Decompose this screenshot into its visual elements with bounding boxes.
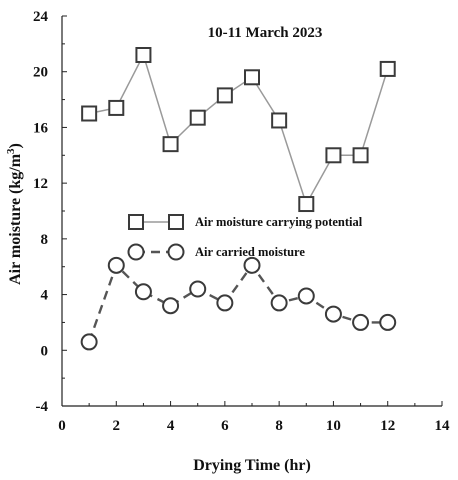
x-tick-label: 8 (275, 418, 283, 434)
data-point-square (135, 47, 152, 63)
data-point-square (189, 109, 206, 126)
y-tick-label: 16 (33, 120, 49, 136)
data-point-circle (270, 294, 288, 312)
x-tick-label: 6 (221, 418, 229, 434)
data-point-circle (189, 280, 207, 298)
data-point-square (162, 136, 179, 153)
legend-marker-square (128, 214, 144, 230)
y-tick-label: 20 (33, 65, 48, 81)
x-tick-label: 10 (326, 418, 341, 434)
data-point-square (244, 69, 260, 86)
y-axis-title: Air moisture (kg/m3) (5, 143, 24, 285)
y-tick-label: 12 (33, 176, 48, 192)
legend-label: Air moisture carrying potential (195, 215, 363, 229)
x-tick-label: 14 (435, 418, 451, 434)
data-point-square (271, 112, 288, 129)
data-point-circle (107, 256, 125, 274)
series-line-air-carried-moisture (87, 263, 388, 343)
data-point-circle (324, 305, 342, 323)
x-tick-label: 12 (380, 418, 395, 434)
series-line-moisture-carrying-potential (88, 53, 389, 206)
legend: Air moisture carrying potential Air carri… (127, 214, 363, 261)
data-point-square (352, 147, 369, 164)
data-point-square (325, 147, 342, 164)
legend-marker-circle (167, 243, 185, 261)
data-point-square (298, 196, 315, 213)
data-point-square (216, 87, 233, 104)
chart-title: 10-11 March 2023 (208, 25, 323, 41)
x-tick-label: 2 (113, 418, 121, 434)
y-tick-label: 4 (41, 288, 49, 304)
data-point-circle (216, 294, 234, 312)
y-tick-label: 0 (41, 343, 49, 359)
y-tick-label: 24 (33, 9, 49, 25)
x-tick-label: 4 (167, 418, 175, 434)
data-point-circle (352, 313, 370, 331)
legend-label: Air carried moisture (195, 245, 305, 259)
x-tick-label: 0 (58, 418, 66, 434)
y-tick-label: -4 (36, 399, 49, 415)
y-tick-label: 8 (41, 232, 49, 248)
data-point-circle (162, 297, 180, 315)
data-point-square (81, 105, 98, 122)
data-point-circle (134, 283, 152, 301)
data-point-circle (297, 287, 315, 305)
x-axis-title: Drying Time (hr) (193, 457, 311, 474)
legend-marker-square (168, 214, 184, 230)
data-point-circle (243, 256, 261, 274)
data-point-square (379, 60, 396, 77)
legend-marker-circle (127, 243, 145, 261)
data-point-circle (80, 333, 98, 351)
data-point-circle (379, 313, 397, 331)
data-point-square (108, 99, 125, 116)
series-layer (80, 47, 397, 351)
